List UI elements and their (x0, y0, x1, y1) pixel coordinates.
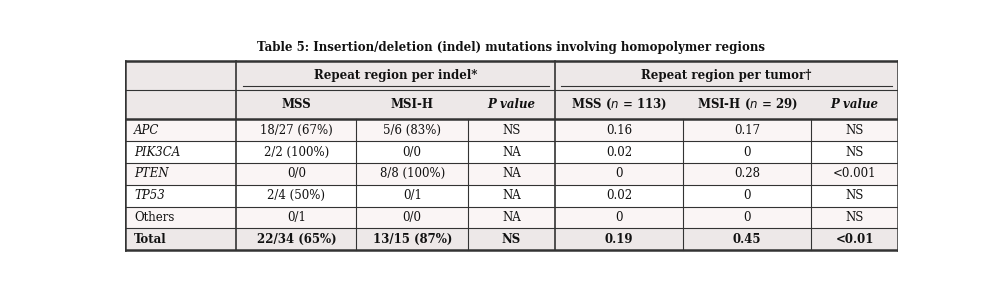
Text: TP53: TP53 (134, 189, 165, 202)
Text: 0.28: 0.28 (735, 167, 760, 180)
Bar (125, 141, 898, 163)
Text: <0.01: <0.01 (835, 233, 874, 246)
Bar (125, 228, 898, 250)
Text: 0.45: 0.45 (733, 233, 761, 246)
Text: MSS ($n$ = 113): MSS ($n$ = 113) (571, 97, 667, 112)
Text: 0.19: 0.19 (605, 233, 634, 246)
Text: MSI-H ($n$ = 29): MSI-H ($n$ = 29) (697, 97, 797, 112)
Text: 0: 0 (744, 189, 750, 202)
Text: MSS: MSS (281, 98, 311, 111)
Text: 0: 0 (744, 211, 750, 224)
Text: 0.02: 0.02 (606, 189, 632, 202)
Text: 0: 0 (744, 146, 750, 159)
Text: 0/0: 0/0 (286, 167, 306, 180)
Text: 22/34 (65%): 22/34 (65%) (256, 233, 336, 246)
Text: 2/2 (100%): 2/2 (100%) (263, 146, 329, 159)
Text: 0.02: 0.02 (606, 146, 632, 159)
Bar (125, 163, 898, 185)
Text: NS: NS (845, 189, 864, 202)
Text: 0: 0 (615, 167, 623, 180)
Text: 0/1: 0/1 (287, 211, 305, 224)
Text: 0/0: 0/0 (403, 146, 422, 159)
Text: Others: Others (134, 211, 175, 224)
Text: P value: P value (830, 98, 879, 111)
Text: 0.17: 0.17 (735, 124, 760, 137)
Text: NA: NA (502, 211, 521, 224)
Text: 5/6 (83%): 5/6 (83%) (383, 124, 441, 137)
Text: NA: NA (502, 146, 521, 159)
Text: 2/4 (50%): 2/4 (50%) (267, 189, 325, 202)
Bar (125, 90, 898, 120)
Text: 0.16: 0.16 (606, 124, 632, 137)
Text: PTEN: PTEN (134, 167, 169, 180)
Bar (125, 120, 898, 141)
Text: Total: Total (134, 233, 167, 246)
Text: NA: NA (502, 167, 521, 180)
Text: NS: NS (502, 233, 521, 246)
Text: 13/15 (87%): 13/15 (87%) (372, 233, 452, 246)
Bar (125, 61, 898, 90)
Text: NS: NS (845, 146, 864, 159)
Text: Repeat region per indel*: Repeat region per indel* (314, 69, 477, 82)
Bar (125, 206, 898, 228)
Text: Repeat region per tumor†: Repeat region per tumor† (642, 69, 811, 82)
Bar (125, 185, 898, 206)
Text: APC: APC (134, 124, 160, 137)
Text: <0.001: <0.001 (833, 167, 876, 180)
Text: MSI-H: MSI-H (390, 98, 434, 111)
Text: PIK3CA: PIK3CA (134, 146, 181, 159)
Text: NS: NS (845, 211, 864, 224)
Text: 18/27 (67%): 18/27 (67%) (260, 124, 332, 137)
Text: NS: NS (502, 124, 521, 137)
Text: NA: NA (502, 189, 521, 202)
Text: 8/8 (100%): 8/8 (100%) (379, 167, 445, 180)
Text: 0/1: 0/1 (403, 189, 421, 202)
Text: Table 5: Insertion/deletion (indel) mutations involving homopolymer regions: Table 5: Insertion/deletion (indel) muta… (257, 41, 765, 54)
Text: 0: 0 (615, 211, 623, 224)
Text: P value: P value (487, 98, 536, 111)
Text: NS: NS (845, 124, 864, 137)
Text: 0/0: 0/0 (403, 211, 422, 224)
